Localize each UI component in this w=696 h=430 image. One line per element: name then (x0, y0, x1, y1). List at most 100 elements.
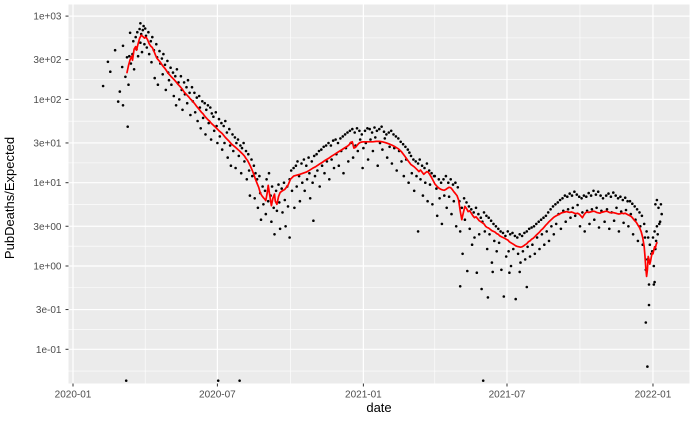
scatter-point (408, 151, 411, 154)
scatter-point (373, 126, 376, 129)
scatter-point (300, 162, 303, 165)
scatter-point (308, 171, 311, 175)
scatter-point (658, 222, 661, 226)
scatter-point (315, 152, 318, 156)
scatter-point (368, 127, 372, 131)
scatter-point (242, 141, 245, 145)
x-axis-title: date (366, 400, 391, 415)
scatter-point (554, 203, 557, 206)
scatter-point (160, 57, 164, 60)
scatter-point (334, 138, 337, 141)
scatter-point (197, 94, 201, 98)
x-tick-label: 2021-01 (345, 390, 382, 401)
scatter-point (145, 46, 149, 49)
scatter-point (216, 141, 219, 145)
scatter-point (220, 148, 224, 151)
scatter-point (512, 247, 515, 251)
scatter-point (361, 166, 364, 170)
scatter-point (424, 181, 427, 184)
scatter-point (150, 60, 153, 64)
scatter-point (612, 219, 616, 222)
scatter-point (540, 233, 544, 236)
scatter-point (362, 146, 365, 150)
scatter-point (435, 214, 439, 218)
scatter-point (485, 214, 488, 218)
gridlines-minor (68, 4, 690, 384)
scatter-point (347, 160, 350, 163)
scatter-point (578, 225, 582, 228)
scatter-point (323, 171, 326, 175)
scatter-point (516, 252, 520, 256)
scatter-point (577, 195, 581, 198)
scatter-point (568, 192, 571, 195)
scatter-point (571, 206, 575, 210)
scatter-point (491, 270, 495, 274)
scatter-point (489, 219, 493, 222)
scatter-point (563, 194, 567, 197)
x-tick-label: 2022-01 (635, 390, 672, 401)
scatter-point (212, 115, 215, 118)
scatter-point (228, 144, 232, 147)
scatter-point (196, 119, 199, 123)
scatter-point (390, 162, 394, 165)
y-tick-label: 3e+01 (33, 138, 62, 149)
scatter-point (247, 152, 250, 156)
scatter-point (322, 145, 326, 149)
scatter-point (199, 127, 202, 130)
scatter-point (216, 379, 220, 383)
scatter-point (270, 220, 273, 223)
scatter-point (261, 185, 264, 188)
scatter-point (647, 283, 651, 286)
scatter-point (166, 59, 169, 63)
scatter-point (121, 104, 125, 107)
scatter-point (185, 101, 189, 105)
scatter-point (449, 178, 453, 181)
scatter-point (509, 264, 513, 268)
scatter-point (500, 268, 503, 272)
scatter-point (454, 225, 458, 228)
scatter-point (438, 197, 441, 200)
scatter-point (293, 206, 296, 210)
scatter-point (236, 138, 240, 141)
scatter-point (204, 133, 207, 136)
scatter-point (552, 233, 556, 236)
scatter-point (262, 203, 265, 206)
scatter-point (138, 27, 141, 31)
scatter-point (155, 42, 158, 46)
scatter-point (193, 111, 197, 114)
scatter-point (472, 211, 476, 214)
scatter-point (318, 185, 322, 188)
scatter-point (151, 35, 154, 39)
scatter-point (621, 198, 625, 202)
scatter-point (594, 193, 598, 196)
scatter-point (207, 121, 210, 125)
scatter-point (485, 247, 489, 251)
scatter-point (181, 108, 184, 112)
scatter-point (172, 94, 176, 98)
scatter-point (619, 210, 623, 213)
scatter-point (388, 145, 391, 149)
scatter-point (460, 206, 464, 210)
scatter-point (501, 231, 505, 235)
scatter-point (511, 231, 514, 235)
scatter-point (445, 206, 449, 210)
scatter-point (546, 211, 550, 214)
scatter-point (590, 208, 594, 211)
scatter-point (451, 183, 455, 186)
scatter-point (506, 230, 510, 233)
scatter-point (652, 283, 656, 286)
scatter-point (295, 185, 299, 188)
scatter-point (140, 50, 144, 54)
scatter-point (313, 174, 317, 178)
scatter-point (193, 91, 196, 95)
scatter-point (648, 243, 652, 246)
scatter-point (477, 212, 480, 216)
scatter-point (353, 131, 357, 134)
scatter-point (162, 52, 165, 56)
scatter-point (139, 22, 142, 25)
scatter-point (421, 194, 425, 197)
scatter-point (290, 189, 294, 193)
scatter-point (566, 208, 570, 211)
scatter-point (182, 81, 186, 84)
scatter-point (190, 85, 194, 89)
